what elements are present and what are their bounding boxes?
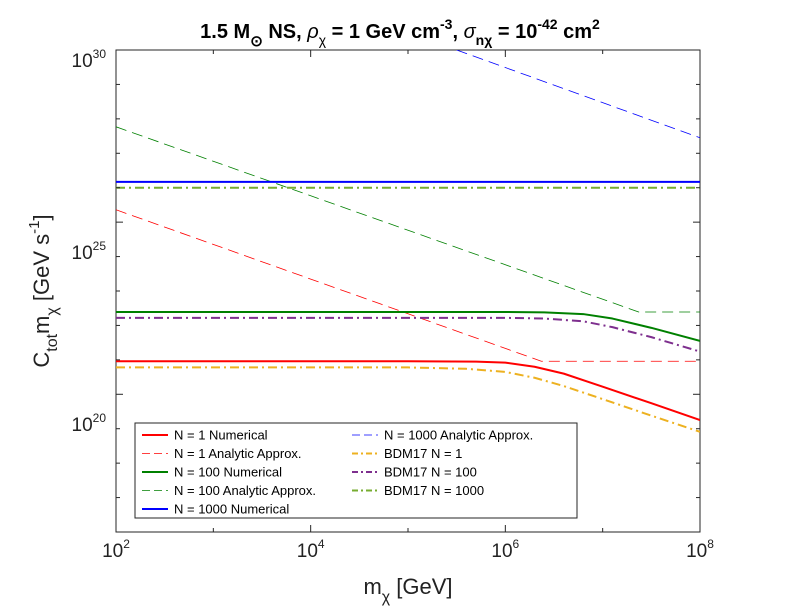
series-layer [116,50,700,433]
legend-label: BDM17 N = 100 [384,465,477,480]
y-tick-label-1e25: 1025 [72,239,107,264]
x-tick-label-1e2: 102 [102,537,130,562]
series-line-n-100-analytic-approx [116,126,700,313]
legend-box [134,422,578,519]
x-tick-label-1e6: 106 [491,537,519,562]
legend-label: N = 1000 Analytic Approx. [384,428,533,443]
series-line-n-100-numerical [116,311,700,342]
x-tick-label-1e4: 104 [297,537,325,562]
chart-title: 1.5 M⊙ NS, ρχ = 1 GeV cm-3, σnχ = 10-42 … [200,16,600,50]
x-tick-labels: 102 104 106 108 [102,537,714,562]
x-tick-label-1e8: 108 [686,537,714,562]
series-line-n-1000-analytic-approx [456,50,700,139]
legend-label: BDM17 N = 1 [384,446,462,461]
legend-label: N = 100 Numerical [174,465,282,480]
y-tick-label-1e30: 1030 [72,47,107,72]
series-line-bdm17-n-100 [116,316,700,353]
legend: N = 1 Numerical N = 1 Analytic Approx. N =… [134,422,578,519]
series-line-n-1-analytic-approx [116,209,700,362]
legend-label: N = 1 Analytic Approx. [174,446,302,461]
legend-label: N = 100 Analytic Approx. [174,483,316,498]
series-line-n-1-numerical [116,360,700,422]
y-axis-label: Ctotmχ [GeV s-1] [26,214,61,367]
y-tick-label-1e20: 1020 [72,411,107,436]
legend-entries: N = 1 Numerical N = 1 Analytic Approx. N =… [142,428,533,517]
x-axis-label: mχ [GeV] [363,574,452,606]
legend-label: N = 1000 Numerical [174,502,289,517]
series-line-bdm17-n-1 [116,366,700,433]
legend-label: BDM17 N = 1000 [384,483,484,498]
y-tick-labels: 1020 1025 1030 [72,47,107,436]
tick-layer [115,49,701,533]
legend-label: N = 1 Numerical [174,428,268,443]
